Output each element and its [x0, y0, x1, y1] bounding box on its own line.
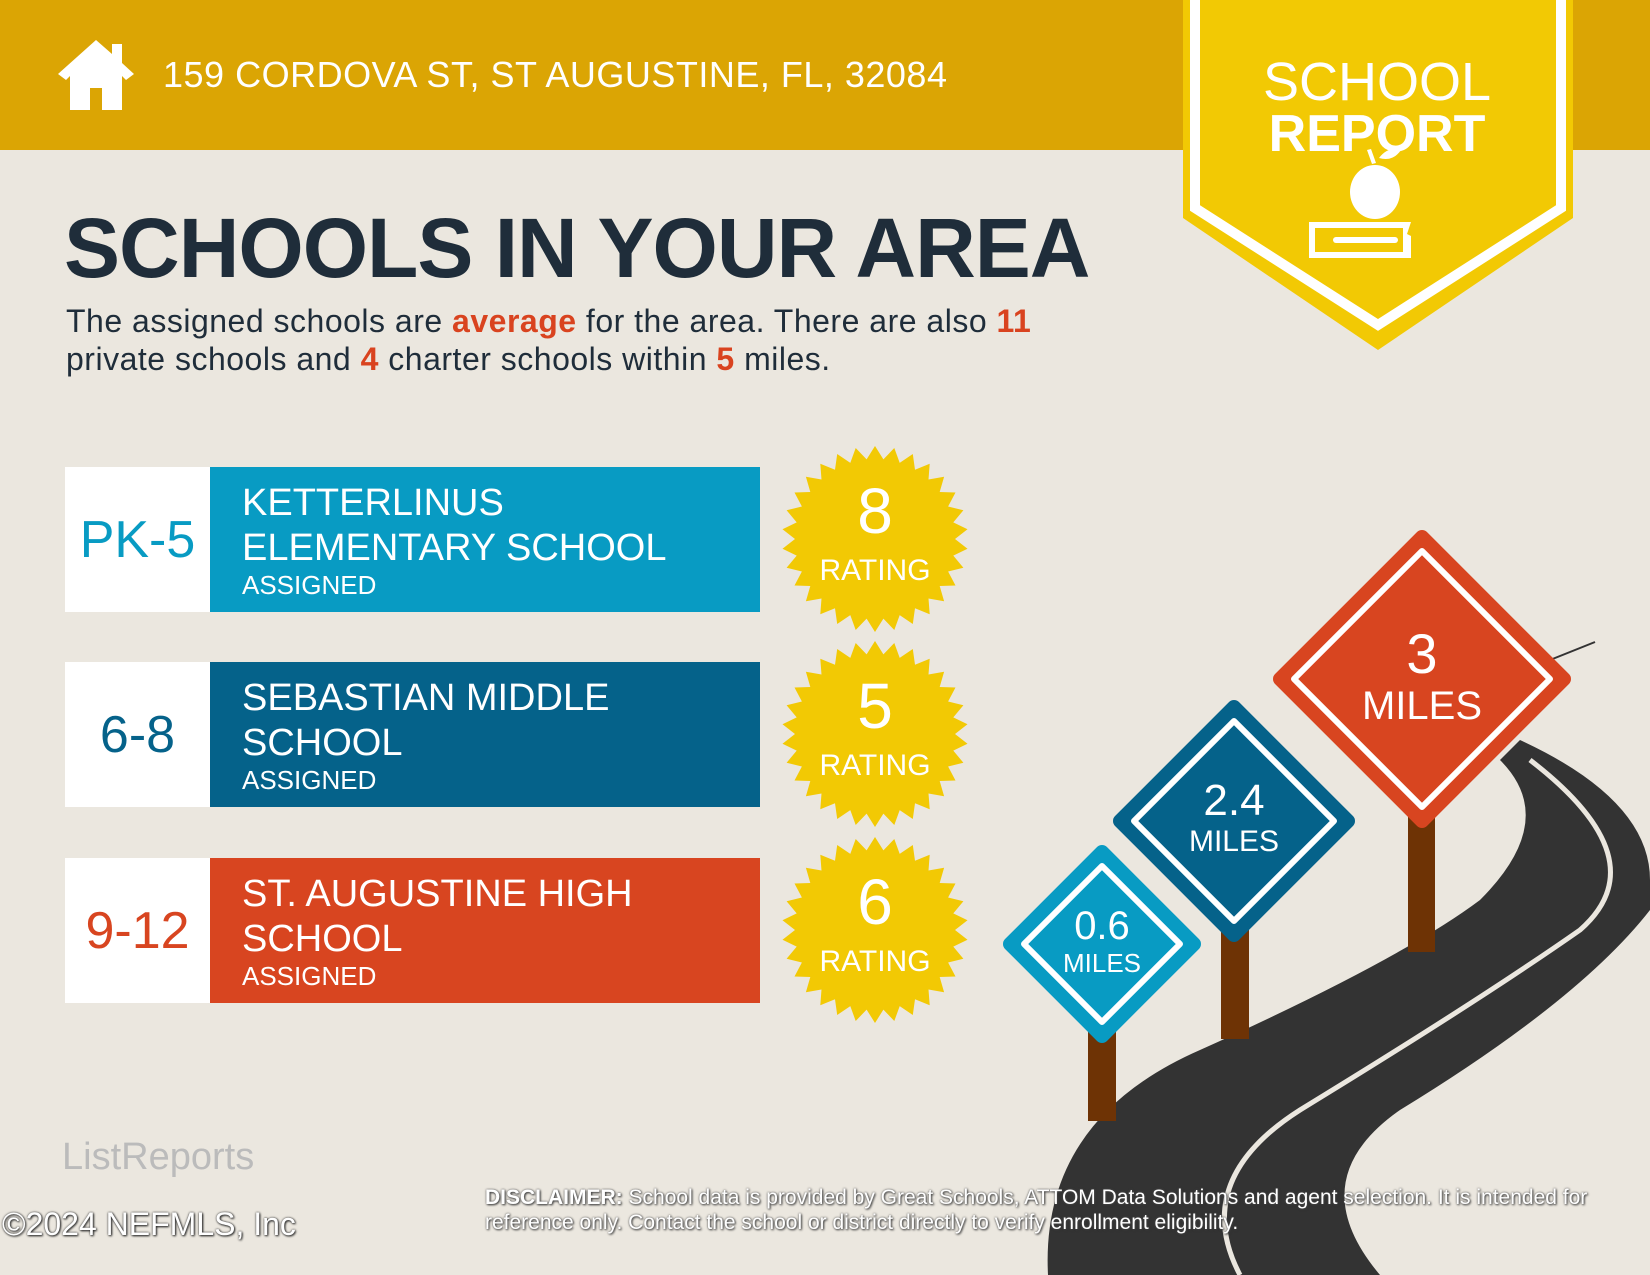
sign-label: 0.6 MILES [1010, 906, 1194, 976]
school-row: 6-8 SEBASTIAN MIDDLE SCHOOL ASSIGNED 5 R… [65, 641, 968, 827]
distance-unit: MILES [1062, 948, 1142, 978]
school-status: ASSIGNED [242, 570, 377, 600]
school-name-line2: SCHOOL [242, 722, 403, 764]
summary-part: miles. [734, 341, 831, 377]
radius-value: 5 [716, 341, 735, 377]
starburst-icon [782, 837, 968, 1023]
sign-label: 2.4 MILES [1120, 779, 1348, 857]
quality-highlight: average [452, 303, 577, 339]
sign-label: 3 MILES [1280, 621, 1564, 728]
summary-part: private schools and [66, 341, 361, 377]
rating-badge: 8 RATING [780, 444, 970, 634]
summary-text: The assigned schools are average for the… [66, 302, 1166, 378]
distance-value: 0.6 [1074, 904, 1130, 948]
sign-border [1291, 548, 1553, 810]
rating-label: RATING [819, 554, 931, 587]
school-info: ST. AUGUSTINE HIGH SCHOOL ASSIGNED [210, 858, 760, 1003]
school-status: ASSIGNED [242, 765, 377, 795]
grade-range: 9-12 [65, 858, 210, 1003]
school-report-badge [1183, 0, 1573, 350]
school-name-line2: ELEMENTARY SCHOOL [242, 527, 667, 569]
distance-sign [1003, 845, 1201, 1043]
starburst-icon [782, 446, 968, 632]
distance-sign [1273, 530, 1571, 828]
rating-label: RATING [819, 749, 931, 782]
rating-label: RATING [819, 945, 931, 978]
starburst-icon [782, 641, 968, 827]
apple-book-icon [1309, 149, 1411, 258]
badge-title-line2: REPORT [1268, 105, 1486, 163]
rating-badge: 6 RATING [780, 835, 970, 1025]
school-status: ASSIGNED [242, 961, 377, 991]
rating-value: 5 [857, 670, 893, 742]
distance-value: 3 [1406, 621, 1438, 685]
distance-sign [1113, 700, 1355, 942]
rating-value: 8 [857, 475, 893, 547]
copyright: ©2024 NEFMLS, Inc [2, 1206, 296, 1242]
rating-badge: 5 RATING [780, 639, 970, 829]
sign-border [1131, 718, 1337, 924]
distance-value: 2.4 [1203, 776, 1265, 826]
school-info: KETTERLINUS ELEMENTARY SCHOOL ASSIGNED [210, 467, 760, 612]
summary-part: The assigned schools are [66, 303, 453, 339]
grade-range: PK-5 [65, 467, 210, 612]
sign-shapes [1003, 530, 1571, 1043]
grade-range: 6-8 [65, 662, 210, 807]
page-title: SCHOOLS IN YOUR AREA [64, 201, 1090, 295]
disclaimer-text: School data is provided by Great Schools… [485, 1186, 1588, 1234]
summary-part: for the area. There are also [576, 303, 997, 339]
disclaimer: DISCLAIMER: School data is provided by G… [485, 1185, 1595, 1235]
road-line [1221, 758, 1613, 1275]
road [1047, 740, 1650, 1275]
school-info: SEBASTIAN MIDDLE SCHOOL ASSIGNED [210, 662, 760, 807]
listreports-logo: ListReports [62, 1136, 255, 1178]
rating-value: 6 [857, 866, 893, 938]
school-name-line1: SEBASTIAN MIDDLE [242, 677, 610, 719]
badge-title-line1: SCHOOL [1262, 52, 1492, 112]
school-row: PK-5 KETTERLINUS ELEMENTARY SCHOOL ASSIG… [65, 446, 968, 632]
school-name-line1: KETTERLINUS [242, 482, 504, 524]
school-row: 9-12 ST. AUGUSTINE HIGH SCHOOL ASSIGNED … [65, 837, 968, 1023]
distance-unit: MILES [1188, 825, 1280, 859]
charter-count: 4 [360, 341, 379, 377]
summary-part: charter schools within [378, 341, 717, 377]
disclaimer-label: DISCLAIMER: [485, 1186, 623, 1209]
house-icon [58, 40, 134, 110]
private-count: 11 [996, 303, 1032, 339]
distance-unit: MILES [1361, 683, 1483, 728]
school-name-line2: SCHOOL [242, 918, 403, 960]
road-edge-line [1549, 641, 1596, 661]
school-name-line1: ST. AUGUSTINE HIGH [242, 873, 633, 915]
property-address: 159 CORDOVA ST, ST AUGUSTINE, FL, 32084 [163, 54, 948, 95]
sign-border [1021, 863, 1183, 1025]
